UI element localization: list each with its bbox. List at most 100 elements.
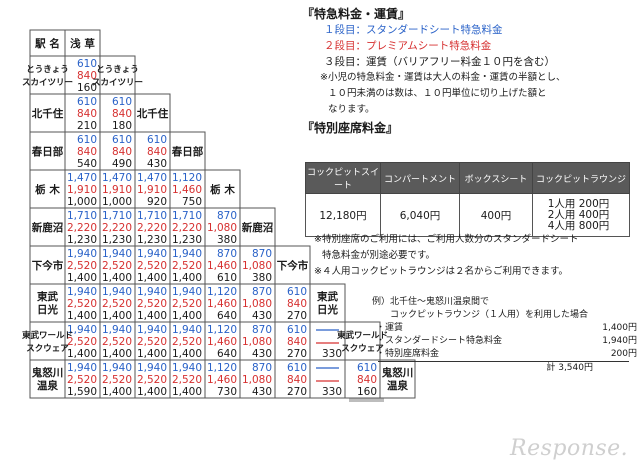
base-fare: 920 [147,196,167,208]
premium-fare: 1,080 [242,298,272,310]
fare-cell [134,359,171,399]
base-fare: 750 [182,196,202,208]
premium-fare: 1,080 [242,336,272,348]
example-item-value: 1,940円 [602,336,637,346]
seat-price-compartment: 6,040円 [380,193,460,237]
seat-header-compartment: コンパートメント [380,162,460,194]
base-fare: 1,400 [137,386,167,398]
standard-fare: 610 [112,96,132,108]
station-name: 北千住 [137,107,169,120]
standard-fare: 1,940 [102,286,132,298]
fare-cell [99,359,136,399]
standard-fare: 610 [147,134,167,146]
standard-fare: 1,940 [137,248,167,260]
base-fare: 1,000 [102,196,132,208]
seat-note-1b: 特急料金が別途必要です。 [322,250,436,261]
fare-cell [239,283,276,323]
base-fare: 210 [77,120,97,132]
base-fare: 380 [252,272,272,284]
station-name: 東武ワールド [22,330,73,341]
station-name: 春日部 [32,145,64,158]
standard-fare: 1,940 [172,324,202,336]
example-item-seat: ・特別座席料金 200円 [372,348,637,361]
example-item-label: ・運賃 [376,323,404,333]
premium-fare: 840 [112,108,132,120]
fare-info-panel: 『特急料金・運賃』 １段目：スタンダードシート特急料金 ２段目：プレミアムシート… [302,6,636,136]
premium-fare: 2,520 [67,374,97,386]
premium-fare: 2,220 [102,222,132,234]
station-name: 浅 草 [70,37,95,50]
base-fare: 1,400 [102,310,132,322]
station-name: とうきょう [96,65,139,75]
station-name: 鬼怒川 [382,366,414,379]
standard-fare: 1,470 [102,172,132,184]
legend-line-1: １段目：スタンダードシート特急料金 [324,24,503,36]
station-cell [169,131,206,171]
station-cell [29,321,66,361]
station-cell [29,245,66,285]
seat-note-1a: ※特別座席のご利用には、ご利用人数分のスタンダードシート [314,234,579,245]
example-total: 計 3,540円 [378,361,629,375]
standard-fare: 610 [357,362,377,374]
base-fare: 180 [112,120,132,132]
seat-price-suite: 12,180円 [305,193,381,237]
base-fare: 160 [357,386,377,398]
example-box: 例）北千住～鬼怒川温泉間で コックピットラウンジ（１人用）を利用した場合 ・運賃… [372,296,637,375]
premium-fare: 2,220 [67,222,97,234]
standard-fare: 1,940 [102,362,132,374]
premium-fare: 1,460 [207,260,237,272]
station-name: 日光 [37,303,58,316]
fare-cell [64,283,101,323]
base-fare: 1,590 [67,386,97,398]
base-fare: 490 [112,158,132,170]
station-cell [29,359,66,399]
standard-fare: 1,940 [137,286,167,298]
example-item-fare: ・運賃 1,400円 [372,322,637,335]
station-cell [379,359,416,399]
premium-fare: 2,520 [137,336,167,348]
standard-fare: 610 [287,362,307,374]
station-name: とうきょう [26,65,69,75]
base-fare: 430 [252,386,272,398]
base-fare: 1,400 [172,348,202,360]
standard-fare: 1,710 [102,210,132,222]
premium-fare: 840 [77,70,97,82]
base-fare: 330 [322,348,342,360]
station-cell [134,93,171,133]
base-fare: 430 [252,310,272,322]
fare-cell [99,245,136,285]
premium-fare: 1,910 [102,184,132,196]
base-fare: 1,400 [102,348,132,360]
station-name: スカイツリー [22,78,73,88]
base-fare: 270 [287,386,307,398]
base-fare: 640 [217,310,237,322]
example-item-value: 200円 [610,349,637,359]
standard-fare: 1,710 [172,210,202,222]
example-item-label: ・スタンダードシート特急料金 [376,336,503,346]
fare-cell [99,283,136,323]
station-name: 東武 [317,290,338,303]
station-cell [99,55,136,95]
standard-fare: 1,470 [137,172,167,184]
fare-cell [99,207,136,247]
base-fare: 380 [217,234,237,246]
fare-cell [204,245,241,285]
fare-cell [64,93,101,133]
standard-fare: 1,940 [137,324,167,336]
fare-cell [169,245,206,285]
premium-fare: 840 [287,374,307,386]
standard-fare: 1,940 [172,248,202,260]
premium-fare: 840 [287,336,307,348]
standard-fare: 610 [77,96,97,108]
standard-fare: 1,940 [102,324,132,336]
premium-fare: 2,520 [172,336,202,348]
lounge-2-person: 2人用 400円 [547,208,610,221]
base-fare: 1,400 [102,272,132,284]
premium-fare: 2,520 [102,336,132,348]
premium-fare: 1,080 [207,222,237,234]
fare-cell [134,283,171,323]
standard-fare: 870 [217,210,237,222]
station-cell [29,55,66,95]
seat-note-2: ※４人用コックピットラウンジは２名からご利用できます。 [314,266,569,277]
